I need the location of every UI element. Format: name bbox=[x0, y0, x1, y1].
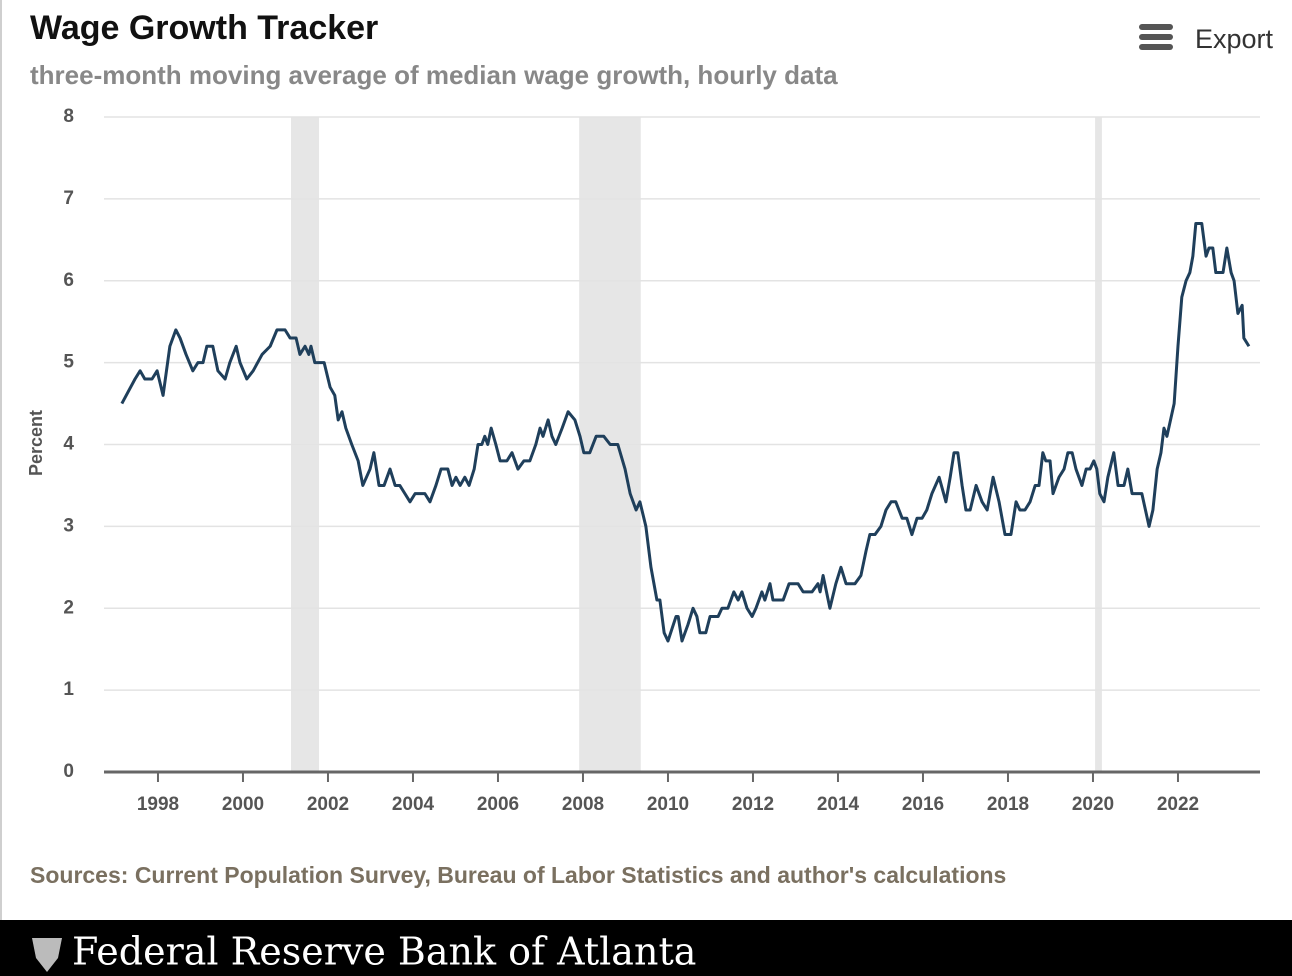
x-tick-label: 2022 bbox=[1157, 794, 1199, 815]
left-border bbox=[0, 0, 2, 920]
x-tick-label: 2012 bbox=[732, 794, 774, 815]
x-tick-label: 2016 bbox=[902, 794, 944, 815]
menu-icon-bar bbox=[1139, 24, 1173, 30]
footer-brand: Federal Reserve Bank of Atlanta bbox=[72, 930, 696, 974]
y-tick-label: 7 bbox=[63, 188, 74, 209]
x-tick-label: 2018 bbox=[987, 794, 1029, 815]
x-tick-label: 2008 bbox=[562, 794, 604, 815]
source-note: Sources: Current Population Survey, Bure… bbox=[30, 862, 1006, 888]
y-tick-label: 8 bbox=[63, 106, 74, 127]
y-tick-label: 6 bbox=[63, 270, 74, 291]
menu-icon-bar bbox=[1139, 34, 1173, 40]
data-line bbox=[120, 221, 1251, 643]
export-label[interactable]: Export bbox=[1195, 24, 1274, 54]
x-tick-label: 2006 bbox=[477, 794, 519, 815]
y-tick-label: 1 bbox=[63, 679, 74, 700]
chart-title: Wage Growth Tracker bbox=[30, 9, 378, 47]
chart-subtitle: three-month moving average of median wag… bbox=[30, 60, 838, 90]
y-axis-title: Percent bbox=[26, 410, 46, 476]
x-tick-label: 2020 bbox=[1072, 794, 1114, 815]
footer-bar bbox=[0, 920, 1292, 976]
x-tick-label: 2004 bbox=[392, 794, 435, 815]
y-tick-label: 4 bbox=[63, 434, 74, 455]
y-tick-label: 2 bbox=[63, 597, 74, 618]
x-tick-label: 2014 bbox=[817, 794, 860, 815]
menu-icon-bar bbox=[1139, 44, 1173, 50]
y-tick-label: 3 bbox=[63, 515, 74, 536]
footer-logo bbox=[32, 938, 62, 972]
x-tick-label: 2002 bbox=[307, 794, 349, 815]
export-button[interactable]: Export bbox=[1139, 24, 1273, 54]
x-tick-label: 1998 bbox=[137, 794, 179, 815]
x-tick-label: 2010 bbox=[647, 794, 689, 815]
y-tick-label: 5 bbox=[63, 352, 74, 373]
x-tick-label: 2000 bbox=[222, 794, 264, 815]
y-tick-label: 0 bbox=[63, 761, 74, 782]
